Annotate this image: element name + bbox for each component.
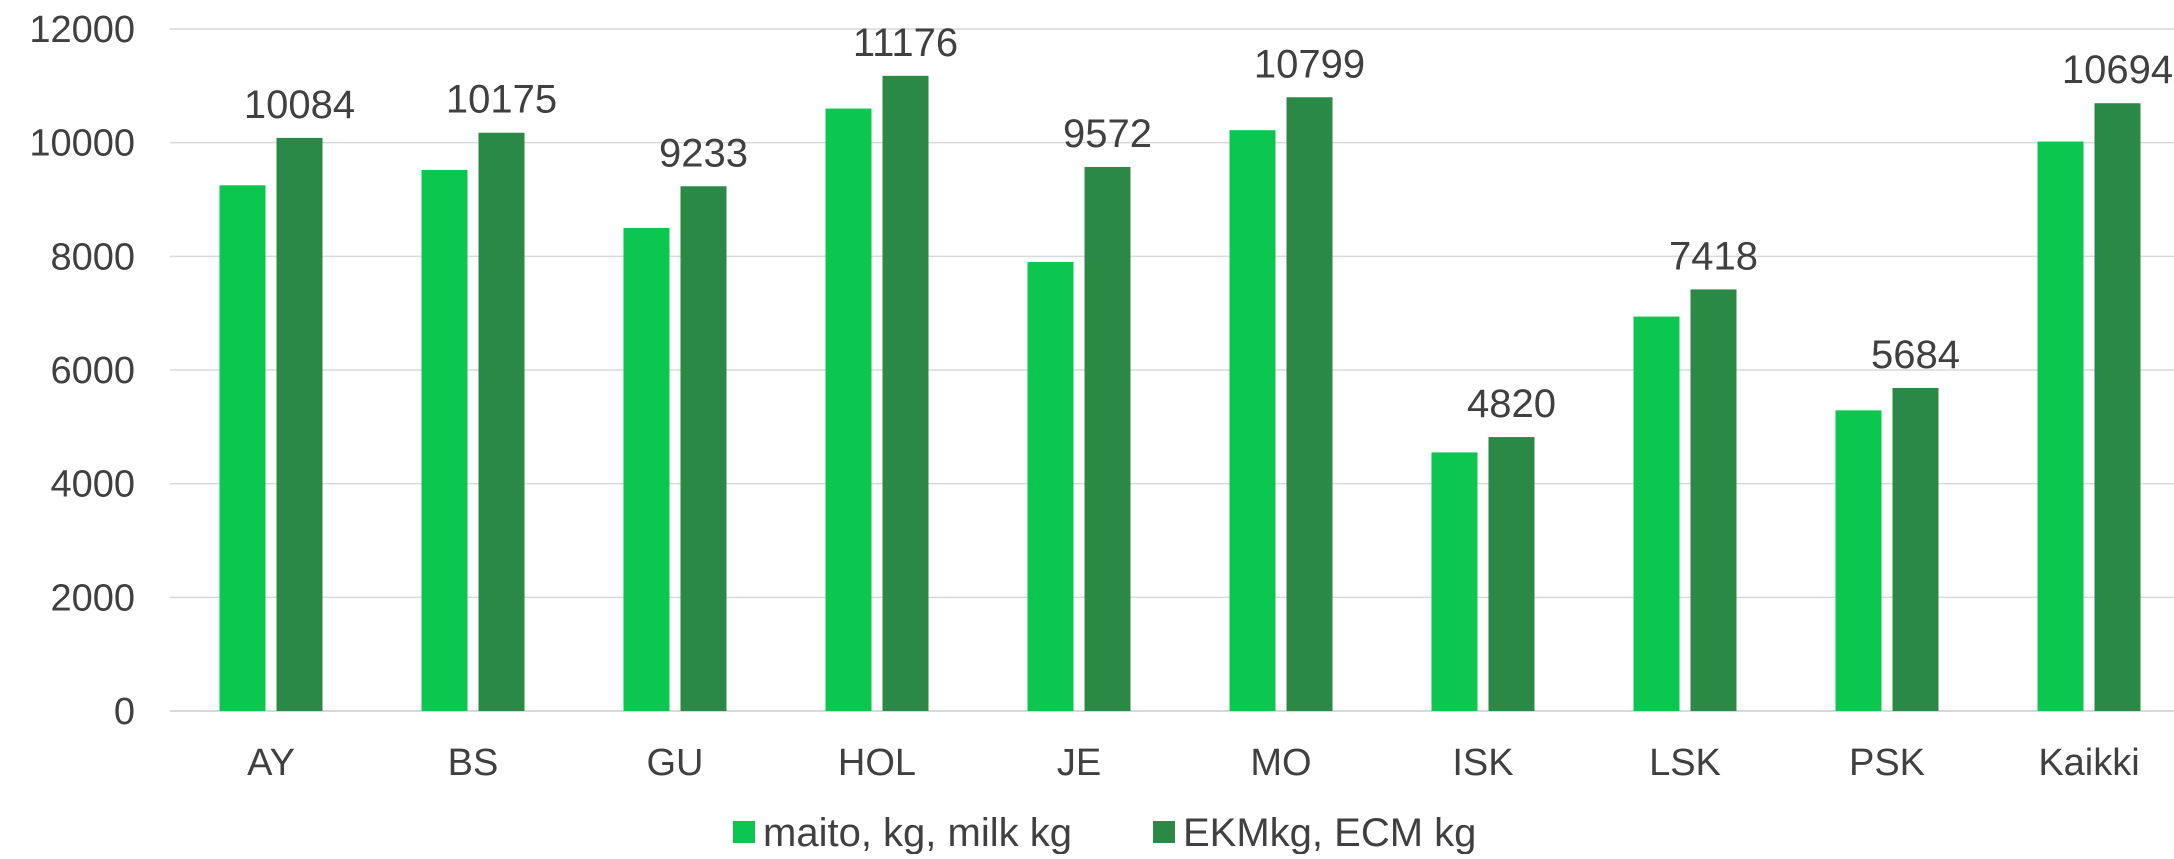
data-label-lsk: 7418	[1669, 234, 1758, 278]
y-tick-label: 10000	[29, 123, 135, 165]
data-labels: 10084 10175 9233 11176 9572 10799 4820 7418 5684…	[244, 21, 2173, 426]
legend-swatch	[733, 821, 755, 843]
y-tick-label: 8000	[50, 236, 135, 278]
legend-item-milk: maito, kg, milk kg	[733, 811, 1072, 855]
y-tick-label: 0	[114, 691, 135, 733]
bar-milk-bs	[421, 169, 468, 712]
bar-ecm-ay	[276, 137, 323, 711]
data-label-hol: 11176	[853, 21, 958, 65]
x-tick-label-kaikki: Kaikki	[2038, 742, 2139, 784]
x-tick-label-lsk: LSK	[1649, 742, 1721, 784]
data-label-je: 9572	[1063, 112, 1152, 156]
bar-milk-hol	[825, 108, 872, 712]
bar-ecm-lsk	[1690, 289, 1737, 711]
bar-ecm-bs	[478, 132, 525, 712]
x-tick-label-isk: ISK	[1452, 742, 1513, 784]
bar-ecm-kaikki	[2094, 103, 2141, 711]
bar-ecm-je	[1084, 166, 1131, 711]
bar-milk-isk	[1431, 452, 1478, 711]
x-axis-tick-labels: AY BS GU HOL JE MO ISK LSK PSK Kaikki	[247, 742, 2140, 784]
bar-milk-ay	[219, 185, 266, 711]
legend: maito, kg, milk kg EKMkg, ECM kg	[733, 811, 1476, 855]
data-label-kaikki: 10694	[2062, 48, 2173, 92]
x-tick-label-je: JE	[1057, 742, 1101, 784]
data-label-bs: 10175	[446, 78, 557, 122]
x-tick-label-bs: BS	[448, 742, 499, 784]
bars	[219, 75, 2141, 712]
bar-milk-je	[1027, 262, 1074, 711]
y-tick-label: 4000	[50, 464, 135, 506]
data-label-mo: 10799	[1254, 42, 1365, 86]
y-axis-tick-labels: 0 2000 4000 6000 8000 10000 12000	[29, 9, 135, 733]
data-label-psk: 5684	[1871, 333, 1960, 377]
x-tick-label-hol: HOL	[838, 742, 916, 784]
y-tick-label: 6000	[50, 350, 135, 392]
bar-milk-lsk	[1633, 316, 1680, 711]
bar-ecm-mo	[1286, 97, 1333, 711]
data-label-ay: 10084	[244, 83, 355, 127]
x-tick-label-mo: MO	[1250, 742, 1311, 784]
legend-label: maito, kg, milk kg	[763, 811, 1072, 854]
data-label-gu: 9233	[659, 131, 748, 175]
legend-item-ecm: EKMkg, ECM kg	[1153, 811, 1476, 855]
bar-milk-kaikki	[2037, 141, 2084, 711]
bar-ecm-hol	[882, 75, 929, 711]
y-tick-label: 2000	[50, 577, 135, 619]
legend-label: EKMkg, ECM kg	[1183, 811, 1476, 854]
bar-ecm-isk	[1488, 437, 1535, 711]
bar-ecm-gu	[680, 186, 727, 712]
bar-milk-mo	[1229, 130, 1276, 711]
bar-milk-gu	[623, 227, 670, 711]
x-tick-label-psk: PSK	[1849, 742, 1925, 784]
x-tick-label-gu: GU	[647, 742, 704, 784]
legend-swatch	[1153, 821, 1175, 843]
data-label-isk: 4820	[1467, 382, 1556, 426]
bar-milk-psk	[1835, 410, 1882, 711]
y-tick-label: 12000	[29, 9, 135, 51]
bar-ecm-psk	[1892, 387, 1939, 711]
x-tick-label-ay: AY	[247, 742, 295, 784]
